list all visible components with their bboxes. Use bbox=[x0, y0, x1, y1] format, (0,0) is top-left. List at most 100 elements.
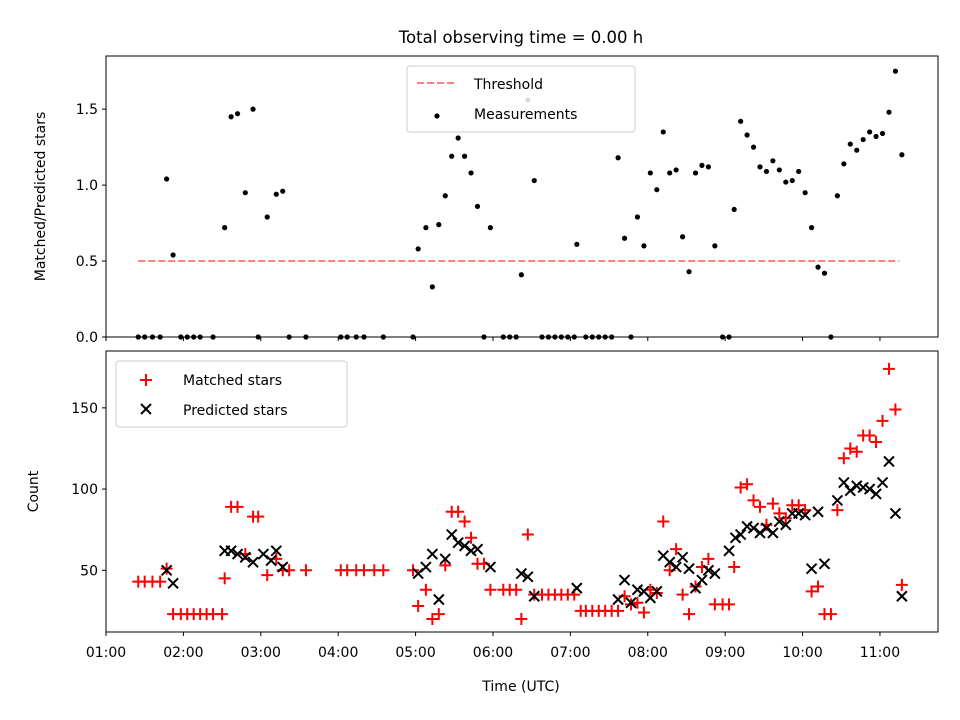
predicted-star-point bbox=[433, 593, 445, 606]
predicted-star-point bbox=[896, 590, 908, 602]
predicted-star-point bbox=[225, 545, 237, 557]
measurement-point bbox=[667, 170, 673, 176]
measurement-point bbox=[841, 161, 847, 167]
x-tick-label: 08:00 bbox=[628, 645, 668, 661]
matched-star-point bbox=[160, 562, 173, 575]
matched-star-point bbox=[824, 608, 837, 621]
matched-star-point bbox=[612, 604, 625, 617]
measurement-point bbox=[164, 176, 170, 182]
matched-star-point bbox=[831, 504, 844, 517]
matched-star-point bbox=[689, 580, 702, 593]
measurement-point bbox=[679, 234, 686, 240]
predicted-star-point bbox=[439, 553, 451, 565]
predicted-star-point bbox=[883, 455, 895, 468]
counts-layer bbox=[132, 362, 908, 626]
count-y-ticks: 50 100 150 bbox=[71, 401, 106, 579]
measurement-point bbox=[789, 177, 795, 184]
measurement-point bbox=[222, 225, 228, 231]
ratio-legend-box bbox=[406, 65, 636, 133]
predicted-star-point bbox=[676, 551, 689, 563]
measurement-point bbox=[815, 264, 821, 270]
matched-star-point bbox=[216, 608, 229, 621]
measurement-point bbox=[228, 114, 234, 120]
measurement-point bbox=[660, 129, 666, 135]
matched-star-point bbox=[412, 600, 425, 613]
measurement-point bbox=[750, 144, 757, 150]
predicted-star-point bbox=[754, 527, 766, 539]
ratio-axes-frame bbox=[105, 55, 939, 338]
measurement-point bbox=[429, 284, 435, 290]
predicted-star-point bbox=[696, 574, 708, 586]
matched-star-point bbox=[439, 559, 452, 572]
predicted-star-point bbox=[729, 532, 742, 544]
predicted-star-point bbox=[612, 593, 624, 606]
predicted-star-point bbox=[484, 561, 497, 573]
measurement-point bbox=[641, 243, 647, 249]
matched-star-point bbox=[432, 608, 445, 621]
matched-star-point bbox=[792, 499, 805, 512]
predicted-star-point bbox=[265, 554, 277, 567]
matched-star-point bbox=[837, 452, 850, 465]
matched-star-point bbox=[741, 478, 754, 491]
matched-star-point bbox=[753, 500, 766, 513]
ratio-y-tick-label: 0.5 bbox=[76, 254, 98, 270]
measurement-point bbox=[449, 153, 455, 159]
count-y-tick-label: 100 bbox=[71, 482, 98, 498]
measurement-point bbox=[854, 147, 860, 153]
ratio-legend: Threshold Measurements bbox=[406, 65, 636, 133]
measurement-point bbox=[873, 133, 879, 140]
predicted-star-point bbox=[723, 545, 735, 557]
ratio-y-tick-label: 1.0 bbox=[76, 178, 98, 194]
matched-star-point bbox=[484, 583, 497, 596]
matched-star-point bbox=[657, 515, 670, 528]
predicted-star-point bbox=[805, 562, 818, 575]
legend-threshold-label: Threshold bbox=[473, 77, 543, 93]
measurement-point bbox=[273, 191, 279, 197]
matched-star-point bbox=[683, 608, 696, 621]
matched-star-point bbox=[521, 528, 534, 541]
measurement-point bbox=[250, 106, 256, 112]
measurement-point bbox=[705, 164, 711, 170]
measurement-point bbox=[574, 241, 580, 247]
predicted-star-point bbox=[734, 528, 747, 541]
predicted-star-point bbox=[889, 507, 902, 520]
x-tick-label: 03:00 bbox=[241, 645, 281, 661]
measurement-point bbox=[770, 158, 776, 164]
matched-star-point bbox=[773, 507, 786, 520]
matched-star-point bbox=[510, 583, 523, 596]
matched-star-point bbox=[299, 564, 312, 577]
matched-star-point bbox=[863, 429, 876, 442]
matched-star-point bbox=[766, 497, 779, 510]
measurement-point bbox=[615, 155, 621, 161]
measurement-point bbox=[712, 243, 718, 249]
matched-star-point bbox=[515, 613, 528, 626]
predicted-star-point bbox=[270, 545, 282, 557]
x-tick-label: 05:00 bbox=[395, 645, 435, 661]
predicted-star-point bbox=[702, 564, 715, 576]
measurement-point bbox=[738, 118, 744, 124]
predicted-star-point bbox=[452, 536, 464, 549]
measurement-point bbox=[436, 222, 442, 228]
predicted-star-point bbox=[747, 522, 760, 534]
predicted-star-point bbox=[231, 548, 244, 560]
x-tick-label: 04:00 bbox=[318, 645, 358, 661]
predicted-star-point bbox=[844, 484, 856, 497]
measurement-point bbox=[802, 190, 808, 196]
x-tick-label: 09:00 bbox=[705, 645, 745, 661]
count-legend: Matched stars Predicted stars bbox=[115, 360, 348, 428]
matched-star-point bbox=[723, 598, 736, 611]
x-tick-label: 06:00 bbox=[473, 645, 513, 661]
ratio-y-tick-label: 1.5 bbox=[76, 102, 98, 118]
matched-star-point bbox=[650, 587, 663, 600]
count-x-ticks: 01:00 02:00 03:00 04:00 05:00 06:00 07:00 08:00… bbox=[86, 632, 900, 661]
legend-matched-swatch bbox=[140, 374, 152, 386]
measurement-point bbox=[531, 177, 537, 184]
measurement-point bbox=[280, 188, 286, 194]
measurement-point bbox=[634, 214, 641, 220]
matched-star-point bbox=[631, 596, 644, 609]
ratio-x-ticks bbox=[105, 337, 881, 341]
measurement-point bbox=[776, 167, 782, 173]
predicted-star-point bbox=[709, 567, 721, 580]
matched-star-point bbox=[252, 510, 265, 523]
